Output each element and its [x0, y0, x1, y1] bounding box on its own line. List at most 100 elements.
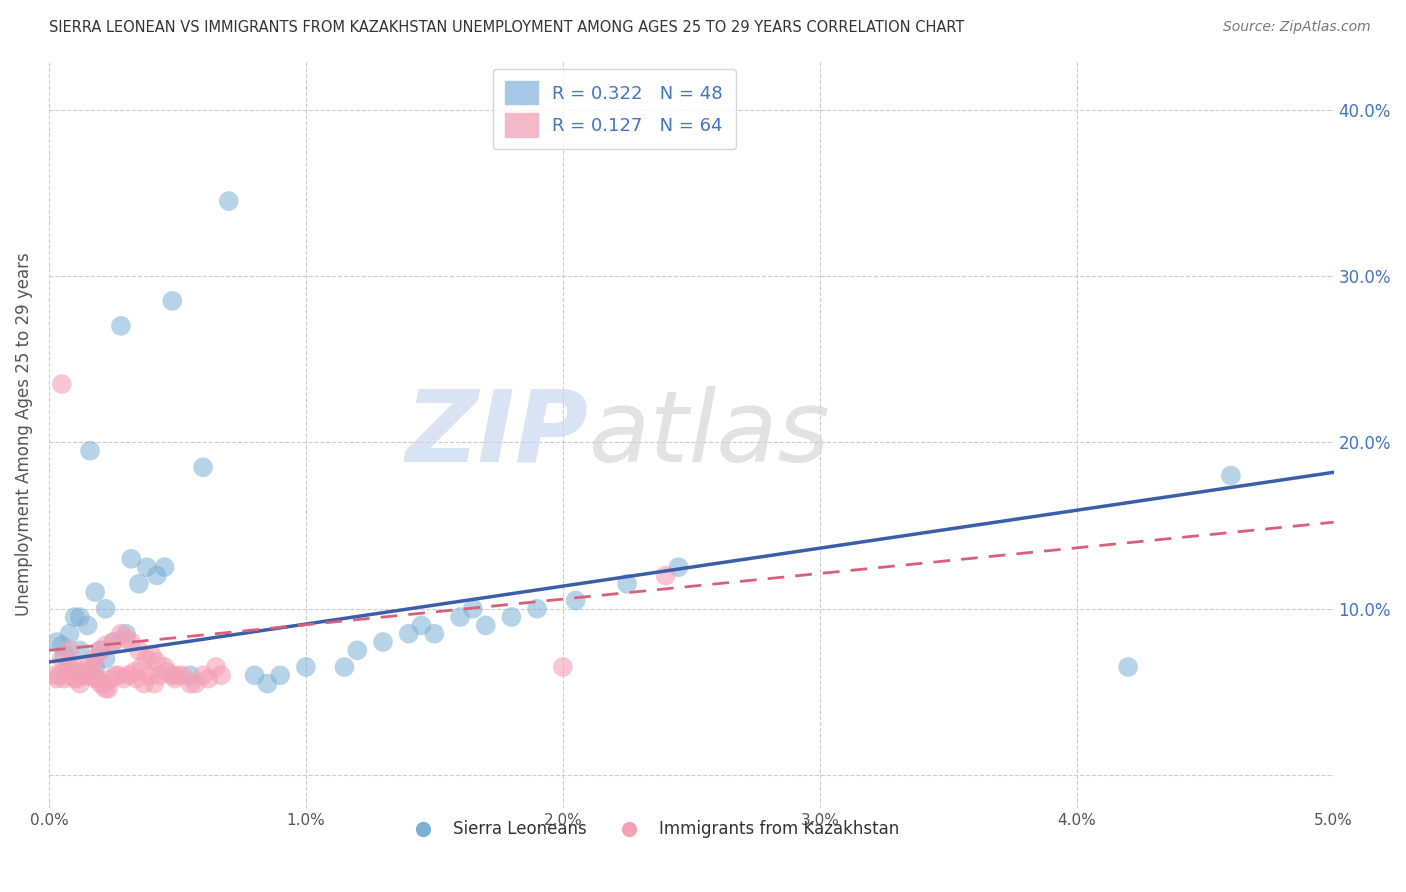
Point [51, 377, 73, 392]
Point [166, 668, 188, 682]
Point [179, 676, 201, 690]
Point [371, 635, 394, 649]
Point [110, 626, 132, 640]
Point [63, 610, 86, 624]
Point [143, 676, 166, 690]
Point [269, 668, 291, 682]
Point [125, 672, 148, 686]
Point [76, 618, 98, 632]
Point [103, 635, 125, 649]
Point [89, 643, 111, 657]
Point [84, 585, 107, 599]
Point [256, 676, 278, 690]
Point [115, 632, 138, 646]
Point [58, 660, 80, 674]
Point [449, 610, 471, 624]
Point [191, 668, 214, 682]
Point [69, 676, 91, 690]
Point [107, 668, 129, 682]
Point [115, 626, 138, 640]
Point [172, 668, 194, 682]
Text: Source: ZipAtlas.com: Source: ZipAtlas.com [1223, 20, 1371, 34]
Point [128, 643, 150, 657]
Point [218, 194, 240, 208]
Text: ZIP: ZIP [405, 385, 589, 483]
Point [94, 601, 117, 615]
Point [66, 672, 89, 686]
Point [135, 560, 157, 574]
Point [616, 576, 638, 591]
Point [461, 601, 484, 615]
Point [135, 651, 157, 665]
Point [295, 660, 318, 674]
Point [1219, 468, 1241, 483]
Point [79, 443, 101, 458]
Point [179, 668, 201, 682]
Point [94, 651, 117, 665]
Point [411, 618, 433, 632]
Point [110, 318, 132, 333]
Point [141, 648, 163, 663]
Point [89, 676, 111, 690]
Point [48, 668, 70, 682]
Point [333, 660, 356, 674]
Point [100, 672, 122, 686]
Point [104, 668, 127, 682]
Point [243, 668, 266, 682]
Point [58, 668, 80, 682]
Point [132, 676, 155, 690]
Point [122, 665, 145, 679]
Point [162, 293, 184, 308]
Point [526, 601, 548, 615]
Point [398, 626, 420, 640]
Point [209, 668, 232, 682]
Y-axis label: Unemployment Among Ages 25 to 29 years: Unemployment Among Ages 25 to 29 years [15, 252, 32, 615]
Point [346, 643, 368, 657]
Point [84, 672, 107, 686]
Point [82, 660, 104, 674]
Point [69, 668, 91, 682]
Point [205, 660, 228, 674]
Point [184, 676, 207, 690]
Point [63, 660, 86, 674]
Point [148, 668, 170, 682]
Point [60, 668, 83, 682]
Point [79, 668, 101, 682]
Point [45, 672, 67, 686]
Point [63, 672, 86, 686]
Point [564, 593, 586, 607]
Point [163, 672, 186, 686]
Point [94, 681, 117, 696]
Point [91, 676, 114, 690]
Point [58, 626, 80, 640]
Point [51, 638, 73, 652]
Point [120, 635, 142, 649]
Point [128, 576, 150, 591]
Point [654, 568, 676, 582]
Point [56, 660, 79, 674]
Point [153, 560, 176, 574]
Point [197, 672, 219, 686]
Point [117, 668, 139, 682]
Legend: Sierra Leoneans, Immigrants from Kazakhstan: Sierra Leoneans, Immigrants from Kazakhs… [399, 814, 905, 845]
Point [45, 635, 67, 649]
Point [474, 618, 496, 632]
Point [84, 660, 107, 674]
Text: SIERRA LEONEAN VS IMMIGRANTS FROM KAZAKHSTAN UNEMPLOYMENT AMONG AGES 25 TO 29 YE: SIERRA LEONEAN VS IMMIGRANTS FROM KAZAKH… [49, 20, 965, 35]
Point [501, 610, 523, 624]
Point [72, 665, 94, 679]
Point [51, 651, 73, 665]
Point [87, 672, 110, 686]
Point [138, 668, 160, 682]
Point [131, 660, 153, 674]
Point [94, 638, 117, 652]
Point [69, 643, 91, 657]
Point [103, 635, 125, 649]
Point [162, 668, 184, 682]
Point [668, 560, 690, 574]
Point [551, 660, 574, 674]
Point [156, 665, 179, 679]
Point [146, 568, 169, 582]
Point [423, 626, 446, 640]
Point [120, 551, 142, 566]
